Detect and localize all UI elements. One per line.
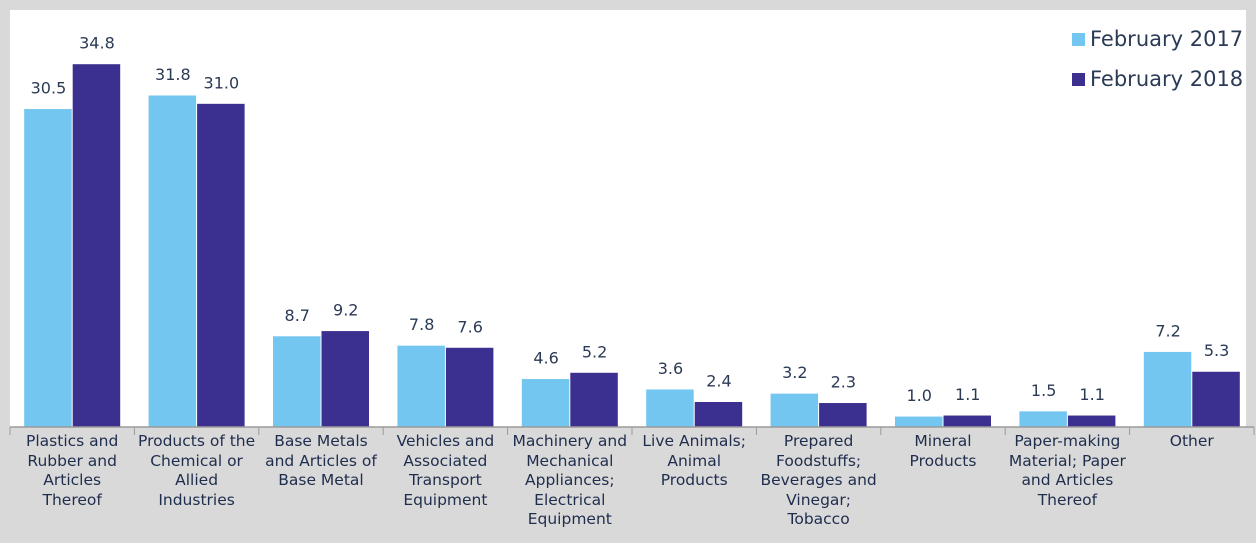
value-label: 9.2 — [333, 301, 358, 320]
x-tick-label: Prepared Foodstuffs; Beverages and Vineg… — [760, 432, 877, 528]
x-tick-label: Mineral Products — [909, 432, 977, 470]
x-tick-label: Base Metals and Articles of Base Metal — [265, 432, 377, 489]
bar — [1067, 415, 1116, 427]
x-tick-label: Products of the Chemical or Allied Indus… — [138, 432, 256, 509]
value-label: 3.6 — [658, 359, 683, 378]
value-label: 2.4 — [706, 371, 731, 390]
value-label: 34.8 — [79, 34, 115, 53]
bar — [570, 372, 618, 427]
bar — [770, 393, 819, 427]
bar — [148, 95, 197, 428]
bar — [694, 401, 743, 427]
bar — [197, 103, 245, 427]
value-label: 1.1 — [1079, 385, 1104, 404]
x-tick-label: Vehicles and Associated Transport Equipm… — [396, 432, 495, 509]
value-label: 4.6 — [533, 349, 558, 368]
x-tick-label: Plastics and Rubber and Articles Thereof — [26, 432, 119, 509]
bar — [397, 345, 445, 427]
x-tick-label: Live Animals; Animal Products — [642, 432, 746, 489]
bar — [273, 336, 321, 427]
bar — [24, 109, 72, 427]
value-label: 31.0 — [204, 73, 240, 92]
bar — [1143, 351, 1192, 427]
legend-swatch — [1072, 33, 1085, 46]
x-tick-label: Other — [1169, 432, 1214, 450]
legend-label: February 2017 — [1090, 27, 1243, 51]
legend-label: February 2018 — [1090, 67, 1243, 91]
bar — [819, 403, 867, 427]
legend-swatch — [1072, 73, 1085, 86]
bar — [445, 347, 494, 427]
bar — [321, 331, 369, 427]
value-label: 1.1 — [955, 385, 980, 404]
value-label: 1.0 — [907, 386, 932, 405]
bar — [943, 415, 991, 427]
value-label: 5.3 — [1204, 341, 1229, 360]
bar — [521, 379, 570, 427]
value-label: 1.5 — [1031, 381, 1056, 400]
value-label: 7.6 — [457, 317, 482, 336]
bar — [895, 416, 943, 427]
value-label: 2.3 — [831, 373, 856, 392]
value-label: 8.7 — [285, 306, 310, 325]
x-tick-label: Machinery and Mechanical Appliances; Ele… — [512, 432, 628, 528]
value-label: 3.2 — [782, 363, 807, 382]
value-label: 30.5 — [31, 79, 67, 98]
bar — [72, 64, 121, 428]
value-label: 7.8 — [409, 315, 434, 334]
value-label: 31.8 — [155, 65, 191, 84]
bar — [1019, 411, 1067, 427]
x-tick-label: Paper-making Material; Paper and Article… — [1008, 432, 1126, 509]
bar — [1192, 371, 1240, 427]
value-label: 5.2 — [582, 342, 607, 361]
value-label: 7.2 — [1155, 321, 1180, 340]
bar — [646, 389, 694, 427]
